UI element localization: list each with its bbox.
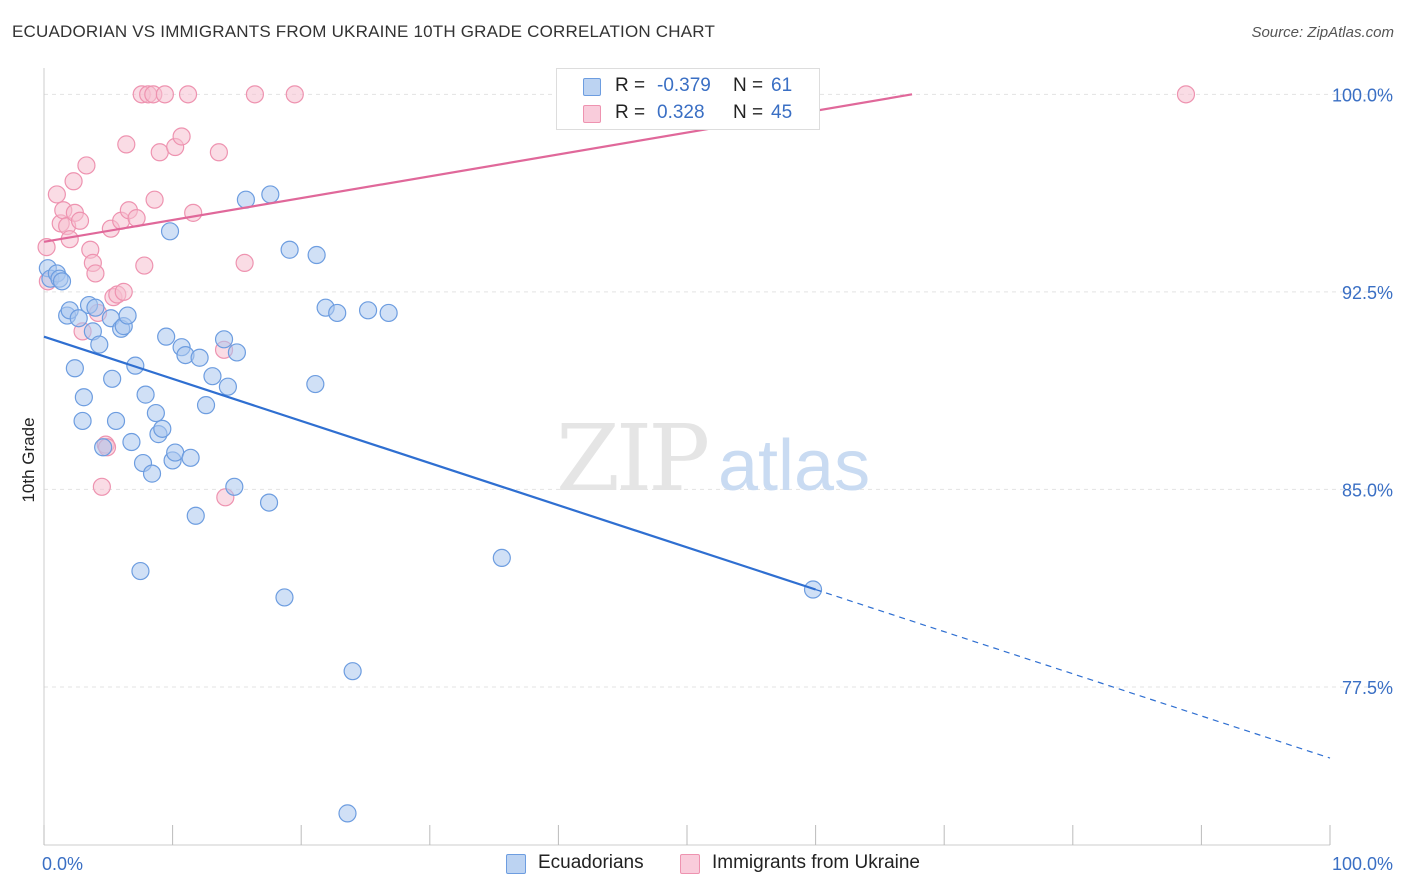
data-point-ecuadorian [73, 411, 92, 431]
data-point-ecuadorian [214, 330, 234, 349]
data-point-ukraine [64, 172, 83, 191]
watermark-atlas: atlas [718, 426, 870, 506]
data-point-ecuadorian [379, 303, 398, 323]
data-point-ecuadorian [492, 548, 511, 568]
data-point-ecuadorian [52, 272, 72, 291]
data-point-ecuadorian [261, 185, 280, 204]
data-point-ecuadorian [86, 298, 105, 317]
data-point-ecuadorian [190, 348, 209, 367]
data-point-ukraine [209, 143, 228, 162]
y-tick-label: 77.5% [1342, 678, 1393, 698]
data-point-ecuadorian [343, 662, 362, 681]
legend-row-ecuadorians: R = -0.379 N = 61 [557, 75, 819, 99]
y-tick-label: 100.0% [1332, 85, 1393, 105]
watermark-zip: ZIP [556, 405, 707, 512]
legend-n-label: N = [733, 75, 764, 96]
data-point-ecuadorian [338, 804, 357, 823]
data-point-ukraine [135, 256, 154, 275]
data-point-ukraine [86, 264, 105, 283]
data-point-ukraine [150, 143, 169, 162]
data-point-ecuadorian [307, 245, 326, 265]
legend-item-label: Ecuadorians [538, 852, 644, 873]
data-point-ukraine [285, 85, 304, 104]
data-point-ukraine [47, 185, 66, 204]
legend-n-value: 45 [771, 102, 793, 123]
legend-row-ukraine: R = 0.328 N = 45 [557, 102, 819, 126]
series-ecuadorians-points [38, 185, 823, 823]
y-tick-label: 85.0% [1342, 480, 1393, 500]
data-point-ecuadorian [358, 301, 378, 320]
data-point-ecuadorian [94, 438, 113, 457]
data-point-ecuadorian [259, 493, 279, 512]
data-point-ukraine [145, 190, 164, 209]
x-tick-label: 100.0% [1332, 854, 1393, 874]
legend-r-value: 0.328 [657, 102, 705, 123]
data-point-ecuadorian [306, 374, 325, 394]
source-label: Source: ZipAtlas.com [1251, 24, 1394, 41]
tick-labels: 77.5% 85.0% 92.5% 100.0% 0.0% 100.0% [42, 85, 1393, 874]
gridlines [44, 93, 1394, 688]
data-point-ecuadorian [186, 506, 205, 525]
y-axis-label: 10th Grade [19, 417, 38, 502]
axes [43, 68, 1331, 846]
correlation-legend: R = -0.379 N = 61 R = 0.328 N = 45 [556, 68, 820, 130]
data-point-ukraine [117, 135, 136, 154]
data-point-ecuadorian [160, 222, 180, 241]
watermark: ZIP atlas [556, 405, 870, 512]
data-point-ecuadorian [196, 396, 216, 415]
data-point-ecuadorian [106, 411, 126, 431]
data-point-ukraine [178, 85, 198, 104]
data-point-ukraine [184, 203, 203, 222]
legend-n-label: N = [733, 102, 764, 123]
legend-r-value: -0.379 [657, 75, 711, 96]
data-point-ukraine [245, 85, 265, 104]
data-point-ecuadorian [90, 335, 109, 354]
trend-line-ecuadorians [43, 335, 816, 591]
data-point-ecuadorian [122, 432, 141, 452]
data-point-ukraine [114, 282, 133, 301]
data-point-ecuadorian [157, 327, 176, 346]
y-tick-label: 92.5% [1342, 283, 1393, 303]
data-point-ukraine [1176, 85, 1196, 104]
data-point-ecuadorian [136, 385, 155, 404]
data-point-ukraine [92, 477, 111, 496]
legend-swatch-pink [680, 854, 700, 874]
data-point-ecuadorian [275, 588, 294, 607]
x-tick-label: 0.0% [42, 854, 83, 874]
data-point-ecuadorian [153, 419, 172, 438]
data-point-ecuadorian [227, 343, 246, 362]
data-point-ukraine [37, 238, 56, 257]
data-point-ecuadorian [65, 359, 84, 378]
legend-swatch-blue [506, 854, 526, 874]
legend-swatch-pink [583, 105, 601, 123]
series-legend: Ecuadorians Immigrants from Ukraine [0, 852, 1406, 878]
data-point-ecuadorian [74, 388, 93, 407]
data-point-ecuadorian [218, 377, 237, 396]
data-point-ecuadorian [280, 240, 299, 259]
data-point-ecuadorian [203, 367, 222, 386]
data-point-ecuadorian [166, 443, 185, 462]
data-point-ecuadorian [181, 448, 200, 467]
legend-n-value: 61 [771, 75, 793, 96]
data-point-ukraine [235, 253, 254, 273]
trend-line-ecuadorians-extrapolated [815, 588, 1331, 759]
legend-item-label: Immigrants from Ukraine [712, 852, 920, 873]
legend-r-label: R = [615, 75, 646, 96]
data-point-ecuadorian [118, 306, 137, 325]
data-point-ukraine [70, 211, 90, 230]
data-point-ecuadorian [69, 309, 88, 328]
data-point-ecuadorian [146, 403, 165, 423]
chart-title: ECUADORIAN VS IMMIGRANTS FROM UKRAINE 10… [12, 22, 716, 41]
data-point-ukraine [172, 127, 191, 146]
data-point-ecuadorian [142, 464, 162, 483]
legend-r-label: R = [615, 102, 646, 123]
data-point-ecuadorian [225, 477, 244, 496]
data-point-ecuadorian [131, 561, 150, 581]
data-point-ukraine [77, 156, 96, 175]
data-point-ukraine [155, 85, 174, 104]
data-point-ecuadorian [103, 369, 122, 388]
legend-swatch-blue [583, 78, 601, 96]
data-point-ecuadorian [328, 303, 347, 323]
